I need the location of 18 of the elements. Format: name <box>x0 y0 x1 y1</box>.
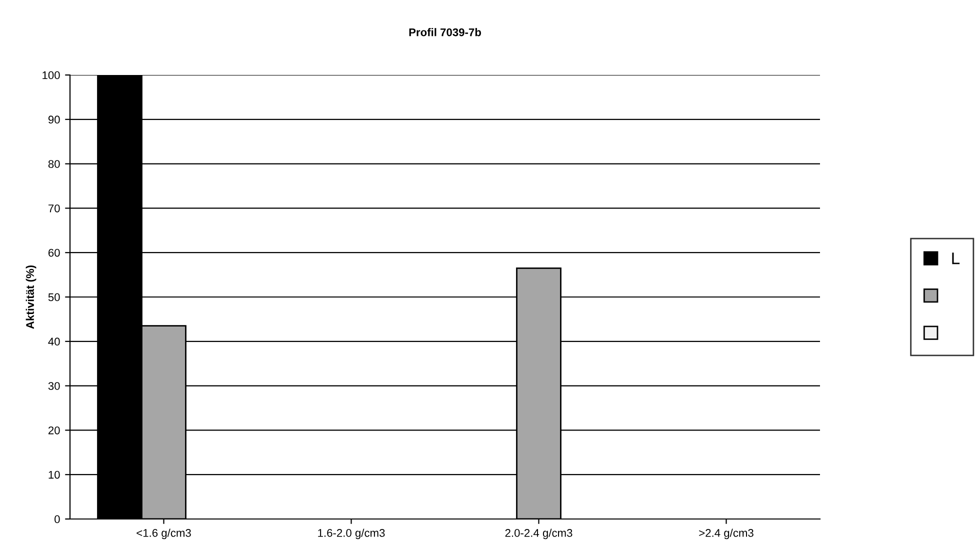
y-tick-label: 70 <box>48 204 60 212</box>
y-axis-title: Aktivität (%) <box>26 265 36 329</box>
y-tick-label: 90 <box>48 116 60 124</box>
x-tick-label: 2.0-2.4 g/cm3 <box>505 528 572 540</box>
chart-title: Profil 7039-7b <box>409 28 481 36</box>
y-tick-label: 0 <box>54 515 60 524</box>
y-tick-label: 50 <box>48 293 60 302</box>
x-tick-label: 1.6-2.0 g/cm3 <box>318 528 385 540</box>
x-tick-label: <1.6 g/cm3 <box>136 528 191 540</box>
y-tick-label: 20 <box>48 426 60 434</box>
y-tick-label: 60 <box>48 248 60 257</box>
y-tick-label: 80 <box>48 160 60 168</box>
x-tick-label: >2.4 g/cm3 <box>699 528 754 540</box>
y-tick-label: 100 <box>42 71 60 80</box>
y-tick-label: 40 <box>48 338 60 346</box>
y-tick-label: 30 <box>48 382 60 390</box>
legend-label: L <box>952 252 960 264</box>
y-tick-label: 10 <box>48 470 60 479</box>
